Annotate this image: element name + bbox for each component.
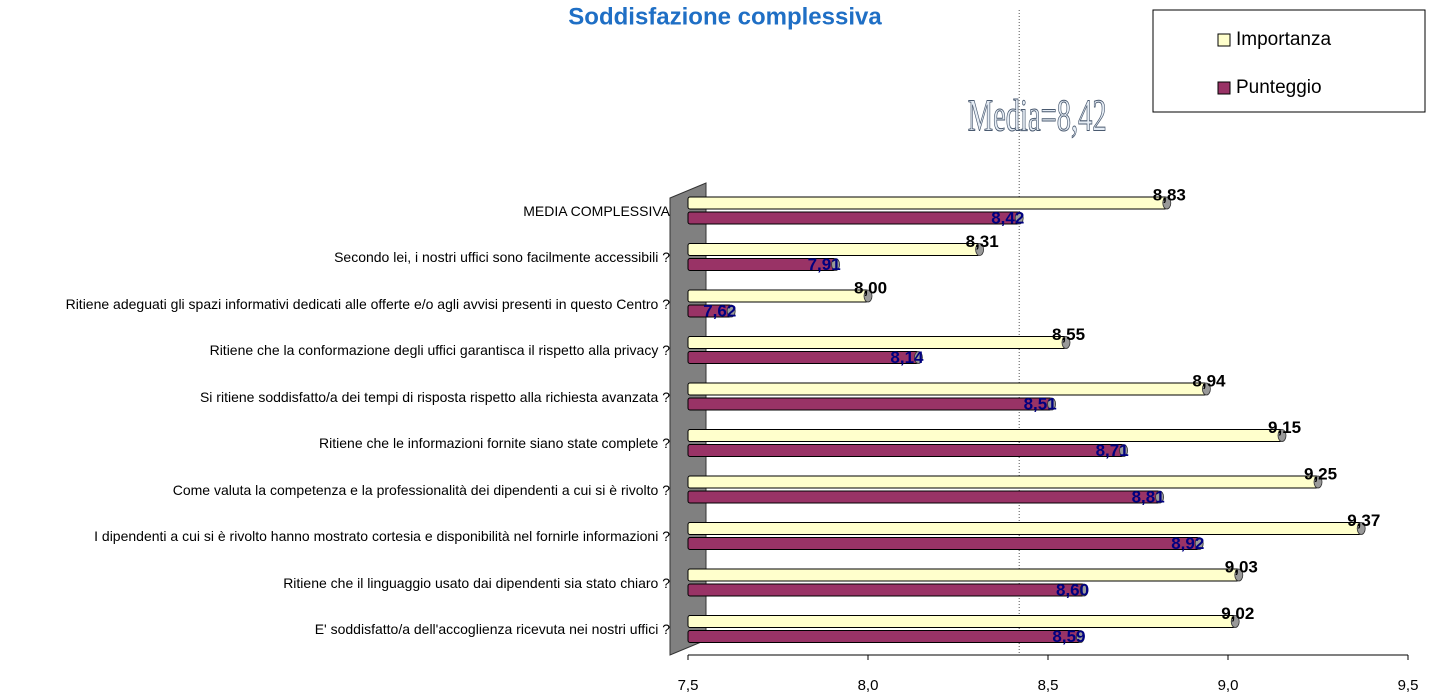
bar-end — [1313, 475, 1323, 489]
data-label: 8,31 — [966, 232, 999, 251]
data-label: 9,15 — [1268, 418, 1301, 437]
y-tick-label: Ritiene adeguati gli spazi informativi d… — [65, 295, 670, 312]
bar — [687, 522, 1362, 535]
y-tick-label: I dipendenti a cui si è rivolto hanno mo… — [94, 528, 670, 544]
bar-end — [1234, 568, 1244, 582]
x-tick-label: 9,0 — [1218, 677, 1239, 693]
bar-end — [1194, 537, 1204, 550]
bar-end — [914, 351, 923, 364]
data-label: 8,14 — [890, 348, 924, 367]
bar — [687, 196, 1168, 210]
bar-end — [1079, 583, 1089, 597]
bar-end — [1230, 615, 1240, 628]
legend-label: Importanza — [1236, 29, 1331, 50]
bar-end — [1202, 382, 1211, 396]
chart-title: Soddisfazione complessiva — [568, 3, 882, 30]
bar — [687, 615, 1236, 628]
y-tick-label: MEDIA COMPLESSIVA — [523, 202, 670, 219]
data-label: 8,51 — [1024, 394, 1057, 413]
bar — [687, 630, 1081, 643]
bar-end — [1014, 211, 1024, 225]
y-tick-label: Ritiene che la conformazione degli uffic… — [209, 342, 670, 358]
bar-end — [975, 243, 984, 256]
bar — [687, 336, 1067, 349]
bar — [687, 429, 1283, 442]
x-tick-label: 8,0 — [858, 677, 879, 693]
bar-end — [1119, 444, 1128, 457]
y-tick-label: E' soddisfatto/a dell'accoglienza ricevu… — [314, 621, 670, 637]
bar — [687, 583, 1085, 597]
legend-swatch — [1217, 81, 1231, 95]
bar — [687, 475, 1319, 489]
reference-label: Media=8,42 — [968, 91, 1107, 141]
bar-end — [726, 304, 736, 318]
bar — [687, 490, 1161, 504]
data-label: 8,92 — [1171, 534, 1204, 553]
bar — [687, 289, 869, 303]
bar — [687, 537, 1200, 550]
bar-end — [1277, 429, 1287, 442]
bar-end — [831, 258, 840, 271]
bar — [687, 211, 1020, 225]
bar-end — [1356, 522, 1366, 535]
bar-end — [1162, 196, 1172, 210]
data-label: 9,03 — [1225, 557, 1258, 576]
bar-end — [863, 289, 873, 303]
bar — [687, 382, 1207, 396]
data-label: 8,55 — [1052, 325, 1085, 344]
bar — [687, 568, 1240, 582]
data-label: 8,94 — [1192, 371, 1226, 390]
data-label: 9,02 — [1221, 604, 1254, 623]
legend-box — [1152, 9, 1426, 113]
legend-label: Punteggio — [1236, 77, 1322, 98]
bar-end — [1061, 336, 1071, 349]
y-tick-label: Si ritiene soddisfatto/a dei tempi di ri… — [199, 388, 670, 405]
x-tick-label: 8,5 — [1038, 677, 1059, 693]
bar-end — [1047, 397, 1056, 411]
data-label: 7,91 — [808, 255, 841, 274]
bar — [687, 243, 981, 256]
x-tick-label: 9,5 — [1398, 677, 1419, 693]
y-tick-label: Ritiene che le informazioni fornite sian… — [319, 435, 670, 451]
y-tick-label: Ritiene che il linguaggio usato dai dipe… — [283, 574, 670, 591]
data-label: 8,81 — [1132, 487, 1165, 506]
bar — [687, 351, 919, 364]
data-label: 8,83 — [1153, 185, 1186, 204]
legend-swatch — [1217, 33, 1231, 47]
data-label: 8,71 — [1096, 441, 1129, 460]
data-label: 8,00 — [854, 278, 887, 297]
x-tick-label: 7,5 — [678, 677, 699, 693]
data-label: 7,62 — [703, 301, 736, 320]
bar — [687, 397, 1053, 411]
y-tick-label: Secondo lei, i nostri uffici sono facilm… — [334, 249, 670, 265]
bar — [687, 444, 1125, 457]
bar-end — [1155, 490, 1164, 504]
data-label: 9,37 — [1347, 511, 1380, 530]
data-label: 8,60 — [1056, 580, 1089, 599]
y-tick-label: Come valuta la competenza e la professio… — [172, 481, 670, 498]
data-label: 8,42 — [991, 208, 1024, 227]
data-label: 9,25 — [1304, 464, 1337, 483]
data-label: 8,59 — [1052, 627, 1085, 646]
bar-end — [1076, 630, 1085, 643]
